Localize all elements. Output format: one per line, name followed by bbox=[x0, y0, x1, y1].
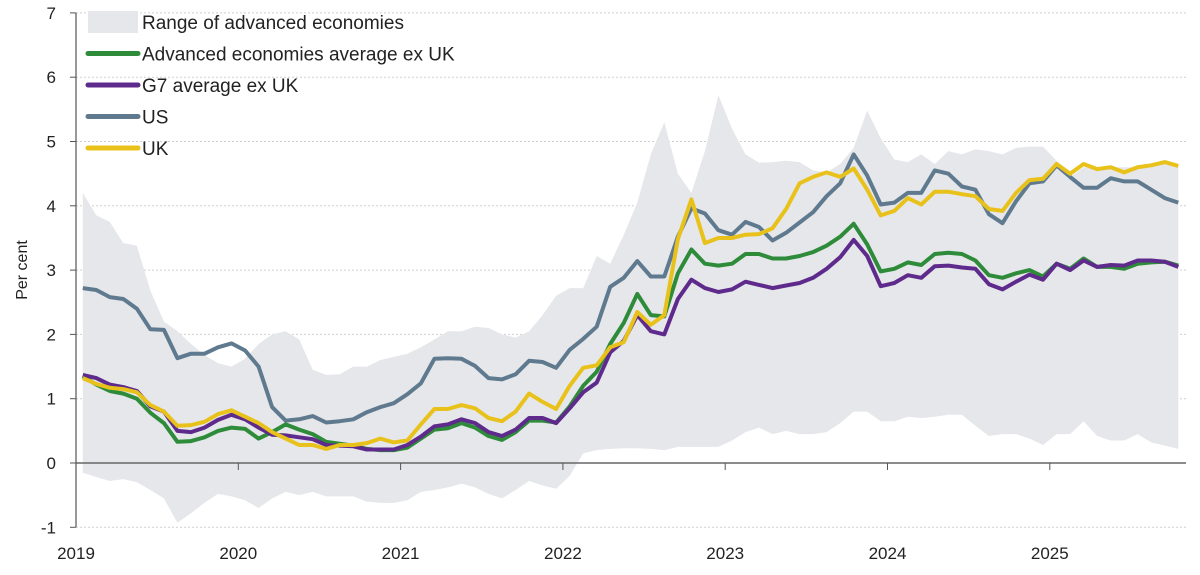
x-tick-label: 2022 bbox=[544, 544, 582, 563]
series-line-us bbox=[82, 152, 1179, 425]
legend-label: G7 average ex UK bbox=[142, 76, 299, 97]
y-tick-label: 2 bbox=[47, 325, 56, 344]
series-line-advanced-economies-average-ex-uk bbox=[81, 221, 1179, 453]
x-tick-label: 2021 bbox=[382, 544, 420, 563]
x-tick-label: 2024 bbox=[869, 544, 907, 563]
x-tick-label: 2023 bbox=[706, 544, 744, 563]
legend-label: UK bbox=[142, 139, 169, 160]
y-tick-label: 7 bbox=[47, 4, 56, 23]
x-tick-label: 2019 bbox=[57, 544, 95, 563]
legend-label: US bbox=[142, 108, 168, 129]
legend-swatch-range bbox=[88, 11, 138, 33]
series-line-uk bbox=[82, 160, 1179, 451]
x-tick-label: 2020 bbox=[219, 544, 257, 563]
y-tick-label: 3 bbox=[47, 261, 56, 280]
y-tick-label: 5 bbox=[47, 133, 56, 152]
legend-label: Advanced economies average ex UK bbox=[142, 45, 455, 66]
y-tick-label: 6 bbox=[47, 68, 56, 87]
axes: -1 0 1 2 3 4 5 6 7 2019 2020 2021 2022 2023 2024 2025 bbox=[41, 4, 1186, 563]
y-tick-label: 4 bbox=[47, 197, 56, 216]
y-tick-label: -1 bbox=[41, 518, 56, 537]
series-lines bbox=[81, 152, 1180, 453]
x-tick-label: 2025 bbox=[1031, 544, 1069, 563]
y-axis-label: Per cent bbox=[14, 240, 31, 300]
legend: Range of advanced economies Advanced econ… bbox=[85, 11, 455, 160]
y-tick-label: 0 bbox=[47, 454, 56, 473]
y-tick-label: 1 bbox=[47, 390, 56, 409]
legend-label: Range of advanced economies bbox=[142, 13, 404, 34]
